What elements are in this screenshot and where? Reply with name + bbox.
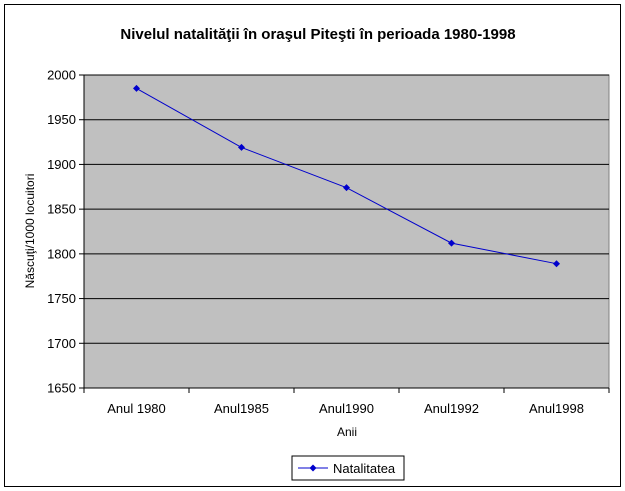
series-layer [133,84,560,268]
y-tick-label: 1800 [47,246,76,261]
y-tick-label: 1650 [47,381,76,396]
y-axis-title: Născuţi/1000 locuitori [23,174,37,289]
y-tick-label: 2000 [47,68,76,83]
x-tick-label: Anul1998 [529,401,584,416]
y-tick-label: 1900 [47,157,76,172]
y-axis: 1650 1700 1750 1800 1850 1900 1950 2000 [47,68,85,396]
y-tick-label: 1950 [47,112,76,127]
plot-area [83,74,610,389]
data-point [133,84,140,92]
data-point [553,260,560,268]
legend-label: Natalitatea [333,461,396,476]
gridlines [84,74,609,344]
legend-marker-icon [309,464,317,472]
data-point [343,184,350,192]
y-tick-label: 1850 [47,202,76,217]
x-tick-label: Anul 1980 [107,401,166,416]
y-tick-label: 1700 [47,336,76,351]
x-tick-label: Anul1985 [214,401,269,416]
y-tick-label: 1750 [47,291,76,306]
x-axis: Anul 1980 Anul1985 Anul1990 Anul1992 Anul199… [83,387,610,416]
x-axis-title: Anii [337,425,357,439]
x-tick-label: Anul1992 [424,401,479,416]
legend: Natalitatea [291,455,405,481]
chart-title: Nivelul natalităţii în oraşul Piteşti în… [120,26,515,43]
data-point [238,143,245,151]
data-point [448,239,455,247]
x-tick-label: Anul1990 [319,401,374,416]
